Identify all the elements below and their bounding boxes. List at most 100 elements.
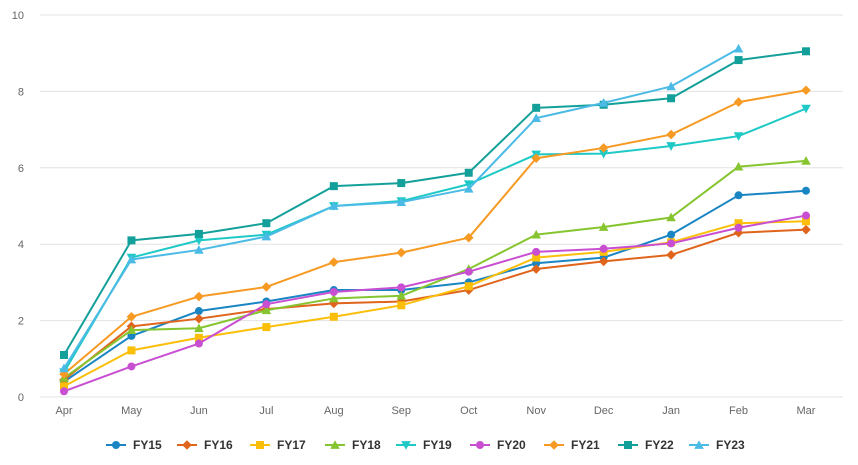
data-point: [329, 257, 339, 267]
data-point: [733, 43, 744, 53]
data-point: [397, 283, 406, 292]
data-point: [733, 132, 744, 141]
series-fy19: [59, 104, 811, 377]
series-line: [63, 89, 807, 375]
data-point: [463, 184, 474, 193]
data-point: [666, 81, 676, 91]
series-fy21: [59, 85, 811, 379]
legend-item[interactable]: FY17: [250, 438, 306, 452]
data-point: [531, 229, 541, 239]
series-fy15: [60, 186, 810, 386]
data-point: [801, 156, 811, 165]
x-tick-label: Mar: [797, 405, 816, 417]
legend-marker: [256, 441, 264, 449]
data-point: [127, 346, 136, 355]
legend[interactable]: FY15 FY16 FY17 FY18 FY19 FY20 FY21 FY22 FY23: [106, 438, 745, 452]
legend-label: FY21: [571, 438, 600, 452]
series-fy18: [59, 156, 811, 382]
data-point: [598, 222, 609, 231]
legend-marker: [330, 440, 340, 449]
x-tick-label: Jan: [662, 405, 680, 417]
data-point: [801, 224, 811, 235]
data-point: [262, 219, 271, 228]
x-tick-label: Aug: [324, 405, 344, 417]
data-point: [463, 232, 474, 243]
legend-marker: [476, 441, 484, 449]
data-point: [666, 142, 676, 151]
y-tick-label: 10: [12, 10, 24, 22]
legend-label: FY15: [133, 438, 162, 452]
legend-item[interactable]: FY20: [470, 438, 526, 452]
legend-label: FY19: [423, 438, 452, 452]
legend-marker: [112, 441, 120, 449]
data-point: [194, 333, 203, 342]
data-point: [59, 363, 69, 373]
legend-item[interactable]: FY18: [325, 438, 381, 452]
x-tick-label: Apr: [55, 405, 72, 417]
legend-label: FY18: [352, 438, 381, 452]
data-point: [733, 161, 744, 171]
x-axis: Apr May Jun Jul Aug Sep Oct Nov Dec Jan Feb Mar: [55, 405, 815, 417]
data-point: [262, 300, 271, 309]
data-point: [667, 239, 676, 248]
series-fy22: [60, 47, 810, 359]
legend-label: FY16: [204, 438, 233, 452]
data-point: [329, 287, 338, 296]
legend-item[interactable]: FY16: [177, 438, 233, 452]
x-tick-label: Oct: [460, 405, 477, 417]
data-point: [802, 47, 810, 56]
y-tick-label: 4: [18, 239, 24, 251]
series-line: [63, 228, 807, 381]
data-point: [396, 197, 407, 207]
data-point: [194, 229, 203, 238]
data-point: [329, 293, 339, 303]
data-point: [194, 323, 204, 333]
legend-item[interactable]: FY23: [689, 438, 745, 452]
series-fy23: [59, 43, 744, 373]
data-point: [194, 339, 203, 348]
legend-label: FY23: [716, 438, 745, 452]
data-point: [802, 217, 810, 226]
legend-marker: [549, 440, 559, 450]
data-point: [126, 325, 137, 334]
data-point: [126, 311, 137, 322]
legend-item[interactable]: FY15: [106, 438, 162, 452]
data-point: [666, 212, 676, 222]
legend-item[interactable]: FY22: [618, 438, 674, 452]
data-point: [60, 382, 68, 391]
data-point: [126, 254, 137, 264]
legend-item[interactable]: FY21: [544, 438, 600, 452]
x-tick-label: Nov: [526, 405, 546, 417]
data-point: [598, 143, 609, 153]
data-point: [801, 85, 811, 96]
x-tick-label: Jul: [259, 405, 273, 417]
data-point: [802, 186, 810, 195]
x-tick-label: Feb: [729, 405, 748, 417]
data-point: [464, 267, 473, 276]
series-line: [63, 159, 807, 379]
data-point: [261, 305, 272, 315]
data-point: [734, 56, 743, 65]
y-tick-label: 2: [18, 316, 24, 328]
x-tick-label: May: [121, 405, 142, 417]
data-point: [531, 264, 541, 274]
legend-marker: [182, 440, 192, 450]
data-point: [396, 290, 407, 300]
data-point: [329, 312, 338, 321]
data-point: [194, 291, 204, 302]
data-point: [802, 211, 810, 220]
data-point: [801, 104, 811, 114]
series-line: [63, 107, 807, 373]
x-tick-label: Dec: [594, 405, 614, 417]
data-point: [396, 247, 407, 258]
data-point: [532, 103, 541, 112]
legend-item[interactable]: FY19: [396, 438, 452, 452]
data-point: [666, 129, 676, 140]
data-point: [734, 219, 743, 228]
x-tick-label: Jun: [190, 405, 208, 417]
data-point: [127, 236, 136, 245]
data-point: [667, 230, 676, 239]
data-point: [532, 253, 541, 262]
data-point: [734, 191, 743, 200]
